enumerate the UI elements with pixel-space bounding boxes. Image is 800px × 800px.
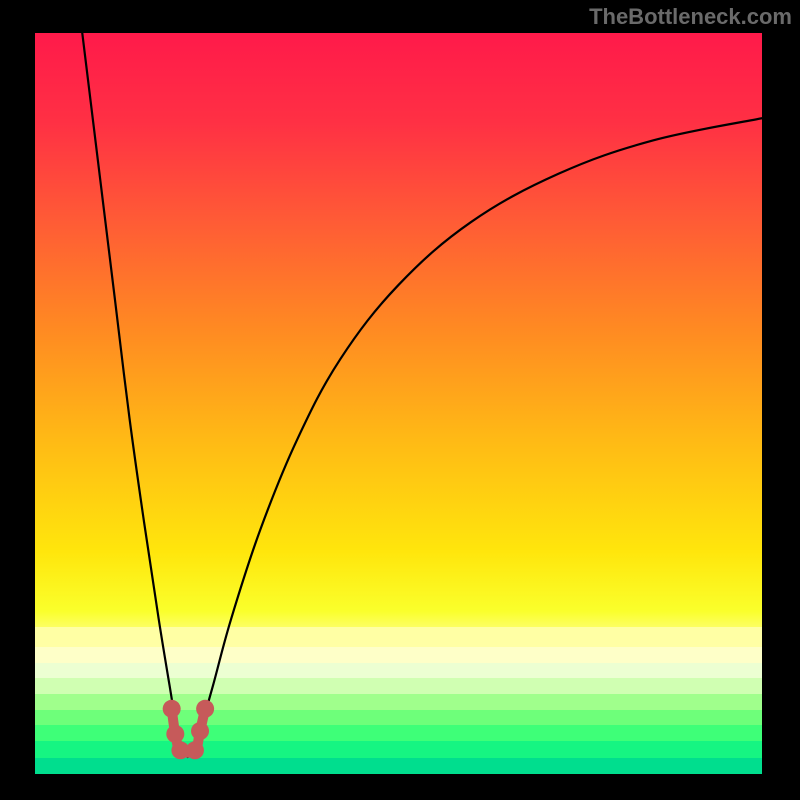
curve-left [82,33,187,757]
curves-layer [35,33,762,774]
marker-dot [191,722,209,740]
marker-group [163,700,214,760]
chart-plot-area [35,33,762,774]
curve-right [188,118,762,757]
marker-dot [163,700,181,718]
marker-dot [196,700,214,718]
watermark-text: TheBottleneck.com [589,4,792,30]
marker-dot [186,741,204,759]
marker-dot [166,725,184,743]
